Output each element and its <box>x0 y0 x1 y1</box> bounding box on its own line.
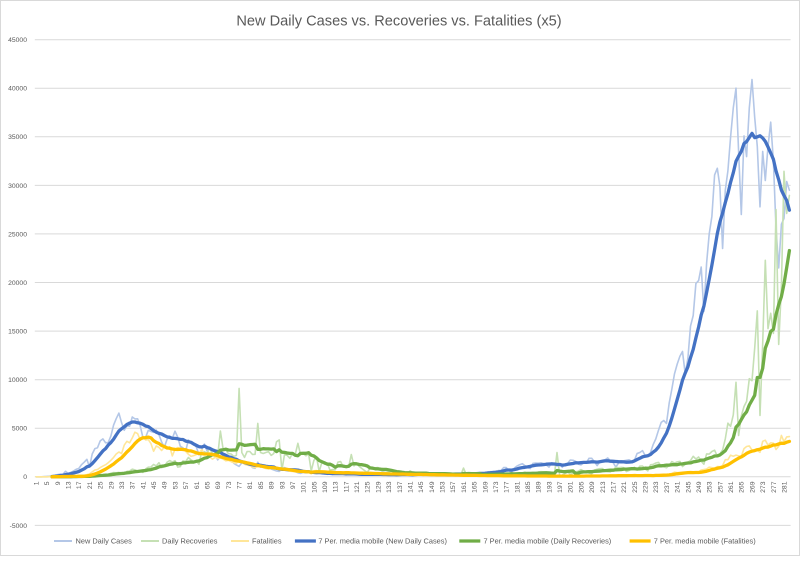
svg-text:249: 249 <box>696 481 703 493</box>
svg-text:145: 145 <box>418 481 425 493</box>
svg-text:77: 77 <box>237 481 244 489</box>
svg-text:173: 173 <box>493 481 500 493</box>
svg-text:269: 269 <box>749 481 756 493</box>
svg-text:245: 245 <box>685 481 692 493</box>
svg-text:121: 121 <box>354 481 361 493</box>
svg-text:237: 237 <box>664 481 671 493</box>
svg-text:7 Per. media mobile (Fatalitie: 7 Per. media mobile (Fatalities) <box>654 537 756 546</box>
svg-text:197: 197 <box>557 481 564 493</box>
svg-text:165: 165 <box>472 481 479 493</box>
svg-text:57: 57 <box>183 481 190 489</box>
svg-text:69: 69 <box>215 481 222 489</box>
svg-text:93: 93 <box>279 481 286 489</box>
svg-text:15000: 15000 <box>8 329 27 336</box>
svg-text:185: 185 <box>525 481 532 493</box>
svg-text:105: 105 <box>311 481 318 493</box>
svg-text:129: 129 <box>375 481 382 493</box>
svg-text:7 Per. media mobile (Daily Rec: 7 Per. media mobile (Daily Recoveries) <box>484 537 612 546</box>
svg-text:177: 177 <box>504 481 511 493</box>
svg-text:169: 169 <box>482 481 489 493</box>
svg-text:201: 201 <box>568 481 575 493</box>
svg-text:109: 109 <box>322 481 329 493</box>
svg-text:10000: 10000 <box>8 377 27 384</box>
svg-text:89: 89 <box>269 481 276 489</box>
svg-text:113: 113 <box>333 481 340 492</box>
svg-text:Fatalities: Fatalities <box>252 537 282 546</box>
svg-text:41: 41 <box>140 481 147 489</box>
svg-text:253: 253 <box>707 481 714 493</box>
svg-text:217: 217 <box>611 481 618 493</box>
svg-text:29: 29 <box>108 481 115 489</box>
svg-text:1: 1 <box>34 481 41 485</box>
svg-text:265: 265 <box>739 481 746 493</box>
svg-text:53: 53 <box>172 481 179 489</box>
svg-text:221: 221 <box>621 481 628 493</box>
svg-text:273: 273 <box>760 481 767 493</box>
svg-text:257: 257 <box>717 481 724 493</box>
svg-text:25: 25 <box>98 481 105 489</box>
svg-text:189: 189 <box>536 481 543 493</box>
svg-text:193: 193 <box>546 481 553 493</box>
svg-text:81: 81 <box>247 481 254 489</box>
svg-text:229: 229 <box>643 481 650 493</box>
svg-text:9: 9 <box>55 481 62 485</box>
svg-text:153: 153 <box>440 481 447 493</box>
svg-text:117: 117 <box>343 481 350 492</box>
svg-text:New Daily Cases vs. Recoveries: New Daily Cases vs. Recoveries vs. Fatal… <box>236 14 561 30</box>
svg-text:149: 149 <box>429 481 436 493</box>
svg-text:181: 181 <box>514 481 521 493</box>
svg-text:85: 85 <box>258 481 265 489</box>
svg-text:5: 5 <box>44 481 51 485</box>
svg-text:Daily Recoveries: Daily Recoveries <box>162 537 218 546</box>
svg-text:277: 277 <box>771 481 778 493</box>
svg-text:17: 17 <box>76 481 83 489</box>
svg-text:40000: 40000 <box>8 86 27 93</box>
svg-text:49: 49 <box>162 481 169 489</box>
svg-text:261: 261 <box>728 481 735 493</box>
svg-text:125: 125 <box>365 481 372 493</box>
svg-text:281: 281 <box>781 481 788 493</box>
svg-text:137: 137 <box>397 481 404 493</box>
svg-text:205: 205 <box>578 481 585 493</box>
svg-text:213: 213 <box>600 481 607 493</box>
svg-text:141: 141 <box>408 481 415 493</box>
svg-text:21: 21 <box>87 481 94 489</box>
svg-text:65: 65 <box>205 481 212 489</box>
svg-text:13: 13 <box>66 481 73 489</box>
svg-text:5000: 5000 <box>12 426 27 433</box>
svg-text:233: 233 <box>653 481 660 493</box>
svg-text:30000: 30000 <box>8 183 27 190</box>
svg-text:101: 101 <box>301 481 308 493</box>
svg-text:33: 33 <box>119 481 126 489</box>
svg-text:45000: 45000 <box>8 37 27 44</box>
svg-text:73: 73 <box>226 481 233 489</box>
svg-text:97: 97 <box>290 481 297 489</box>
svg-text:225: 225 <box>632 481 639 493</box>
svg-text:37: 37 <box>130 481 137 489</box>
svg-text:45: 45 <box>151 481 158 489</box>
svg-text:161: 161 <box>461 481 468 493</box>
svg-text:133: 133 <box>386 481 393 493</box>
svg-text:-5000: -5000 <box>10 523 28 530</box>
svg-text:61: 61 <box>194 481 201 489</box>
svg-text:20000: 20000 <box>8 280 27 287</box>
svg-text:0: 0 <box>23 474 27 481</box>
svg-text:157: 157 <box>450 481 457 493</box>
svg-text:7 Per. media mobile (New Daily: 7 Per. media mobile (New Daily Cases) <box>318 537 447 546</box>
svg-text:25000: 25000 <box>8 231 27 238</box>
svg-text:New Daily Cases: New Daily Cases <box>76 537 133 546</box>
svg-text:35000: 35000 <box>8 134 27 141</box>
svg-text:241: 241 <box>675 481 682 493</box>
svg-text:209: 209 <box>589 481 596 493</box>
